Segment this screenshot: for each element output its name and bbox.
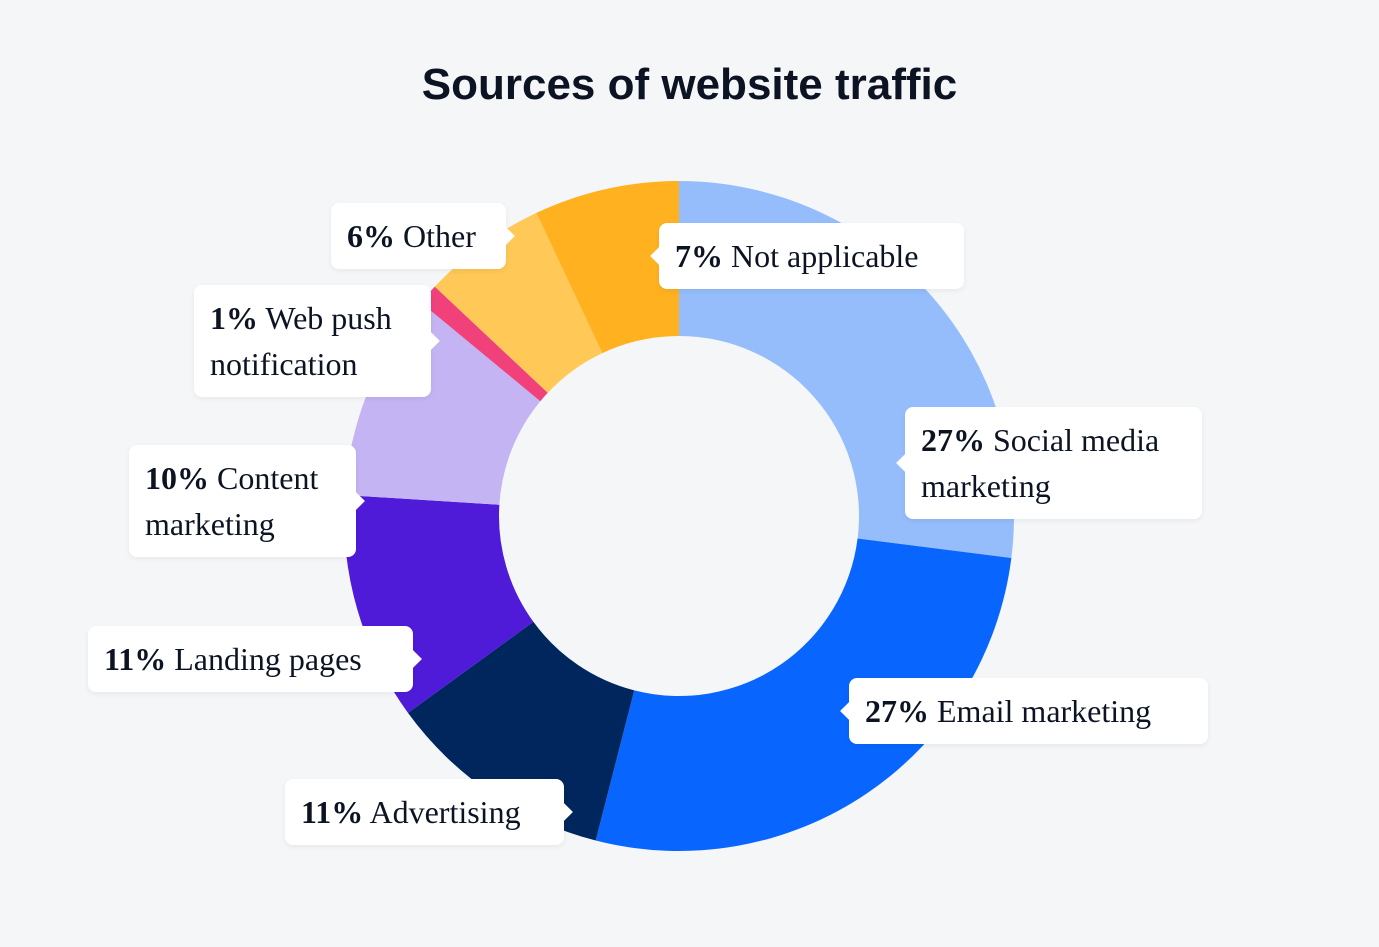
slice-label: 1% Web push notification	[194, 285, 440, 397]
slice-label: 10% Content marketing	[129, 445, 365, 557]
category-label: Other	[403, 218, 476, 254]
donut-slice	[407, 621, 635, 841]
slice-label: 11% Advertising	[285, 779, 573, 845]
slice-label: 11% Landing pages	[88, 626, 422, 692]
category-label: Email marketing	[937, 693, 1152, 729]
slice-label: 6% Other	[331, 203, 515, 269]
value-label: 11%	[104, 641, 167, 677]
slice-label: 7% Not applicable	[650, 223, 964, 289]
value-label: 1%	[210, 300, 258, 336]
value-label: 27%	[865, 693, 929, 729]
category-label: Social media marketing	[921, 422, 1160, 504]
donut-slice	[536, 181, 679, 354]
slice-label: 27% Social media marketing	[896, 407, 1202, 519]
donut-slice	[420, 286, 548, 402]
value-label: 11%	[301, 794, 364, 830]
value-label: 6%	[347, 218, 395, 254]
category-label: Web push notification	[210, 300, 392, 382]
category-label: Content marketing	[145, 460, 319, 542]
slice-label: 27% Email marketing	[840, 678, 1208, 744]
value-label: 7%	[675, 238, 723, 274]
chart-title: Sources of website traffic	[421, 60, 958, 109]
category-label: Advertising	[369, 794, 521, 830]
value-label: 10%	[145, 460, 209, 496]
donut-slice	[595, 538, 1012, 851]
category-label: Landing pages	[174, 641, 362, 677]
category-label: Not applicable	[731, 238, 919, 274]
value-label: 27%	[921, 422, 985, 458]
